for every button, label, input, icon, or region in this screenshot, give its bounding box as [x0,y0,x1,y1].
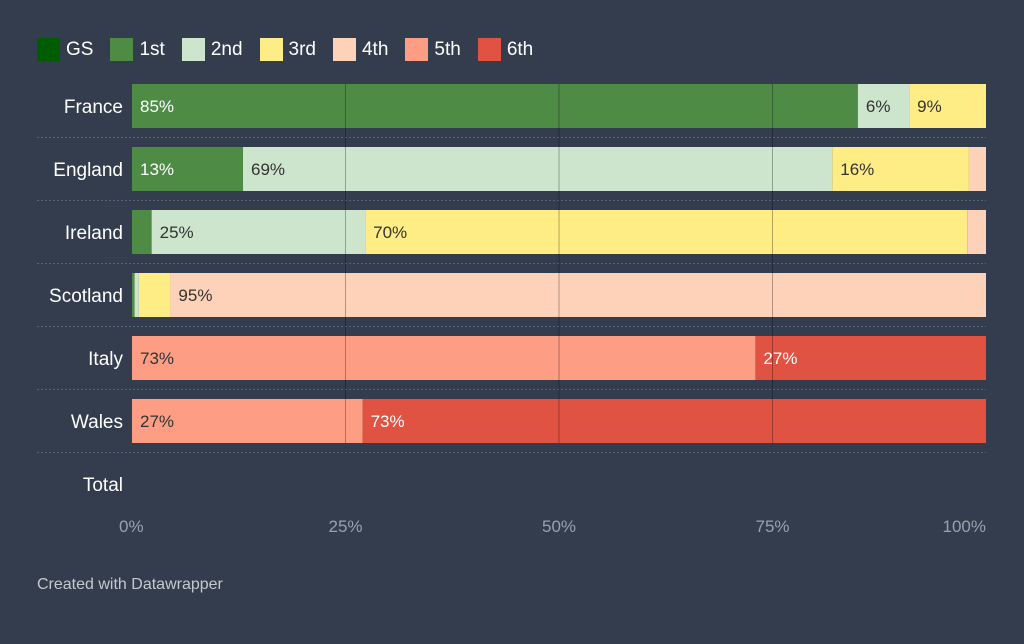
bar-segment [132,147,244,191]
bar-segment [755,336,986,380]
bar-segment [132,336,756,380]
legend-label: 1st [139,38,165,60]
bar-segment [132,210,152,254]
bar-segment [909,84,986,128]
category-label: France [64,97,123,118]
bar-segment [968,147,986,191]
category-label: Scotland [49,286,123,307]
x-tick-label: 50% [542,517,576,536]
data-label: 85% [140,97,174,116]
data-label: 16% [840,160,874,179]
legend-label: 3rd [288,38,316,60]
bar-segment [243,147,833,191]
bar-segment [362,399,987,443]
category-label: Ireland [65,223,123,244]
legend: GS 1st 2nd 3rd 4th 5th 6th [37,38,550,61]
legend-swatch [37,38,60,61]
legend-swatch [181,38,205,61]
category-label: Wales [71,412,123,433]
bar-segment [132,399,363,443]
legend-item: 5th [405,38,461,61]
data-label: 70% [373,223,407,242]
x-tick-label: 25% [328,517,362,536]
legend-swatch [110,38,134,61]
legend-label: 2nd [210,38,243,60]
legend-item: GS [37,38,93,61]
bar-segment [151,210,366,254]
bar-segment [857,84,910,128]
footer-credit: Created with Datawrapper [37,576,223,593]
bar-segment [134,273,139,317]
legend-swatch [405,38,429,61]
data-label: 27% [140,412,174,431]
legend-swatch [477,38,501,61]
legend-item: 2nd [181,38,243,61]
legend-swatch [332,38,356,61]
legend-label: 6th [506,38,534,60]
data-label: 13% [140,160,174,179]
bar-segment [967,210,986,254]
legend-label: 5th [434,38,461,60]
data-label: 6% [866,97,891,116]
bar-segment [832,147,969,191]
bar-segment [170,273,986,317]
x-tick-label: 100% [943,517,986,536]
data-label: 95% [178,286,212,305]
bar-segment [132,273,135,317]
legend-swatch [259,38,283,61]
bar-segment [138,273,171,317]
data-label: 25% [160,223,194,242]
bar-segment [132,84,858,128]
data-label: 73% [140,349,174,368]
legend-item: 4th [332,38,389,61]
x-tick-label: 75% [755,517,789,536]
data-label: 27% [763,349,797,368]
bar-segment [365,210,968,254]
legend-item: 1st [110,38,165,61]
legend-item: 3rd [259,38,316,61]
data-label: 69% [251,160,285,179]
data-label: 9% [917,97,942,116]
legend-item: 6th [477,38,534,61]
legend-label: 4th [361,38,389,60]
category-label: England [53,160,123,181]
data-label: 73% [371,412,405,431]
category-label: Italy [88,349,123,370]
category-label: Total [83,475,123,496]
x-tick-label: 0% [119,517,144,536]
legend-label: GS [66,38,94,60]
